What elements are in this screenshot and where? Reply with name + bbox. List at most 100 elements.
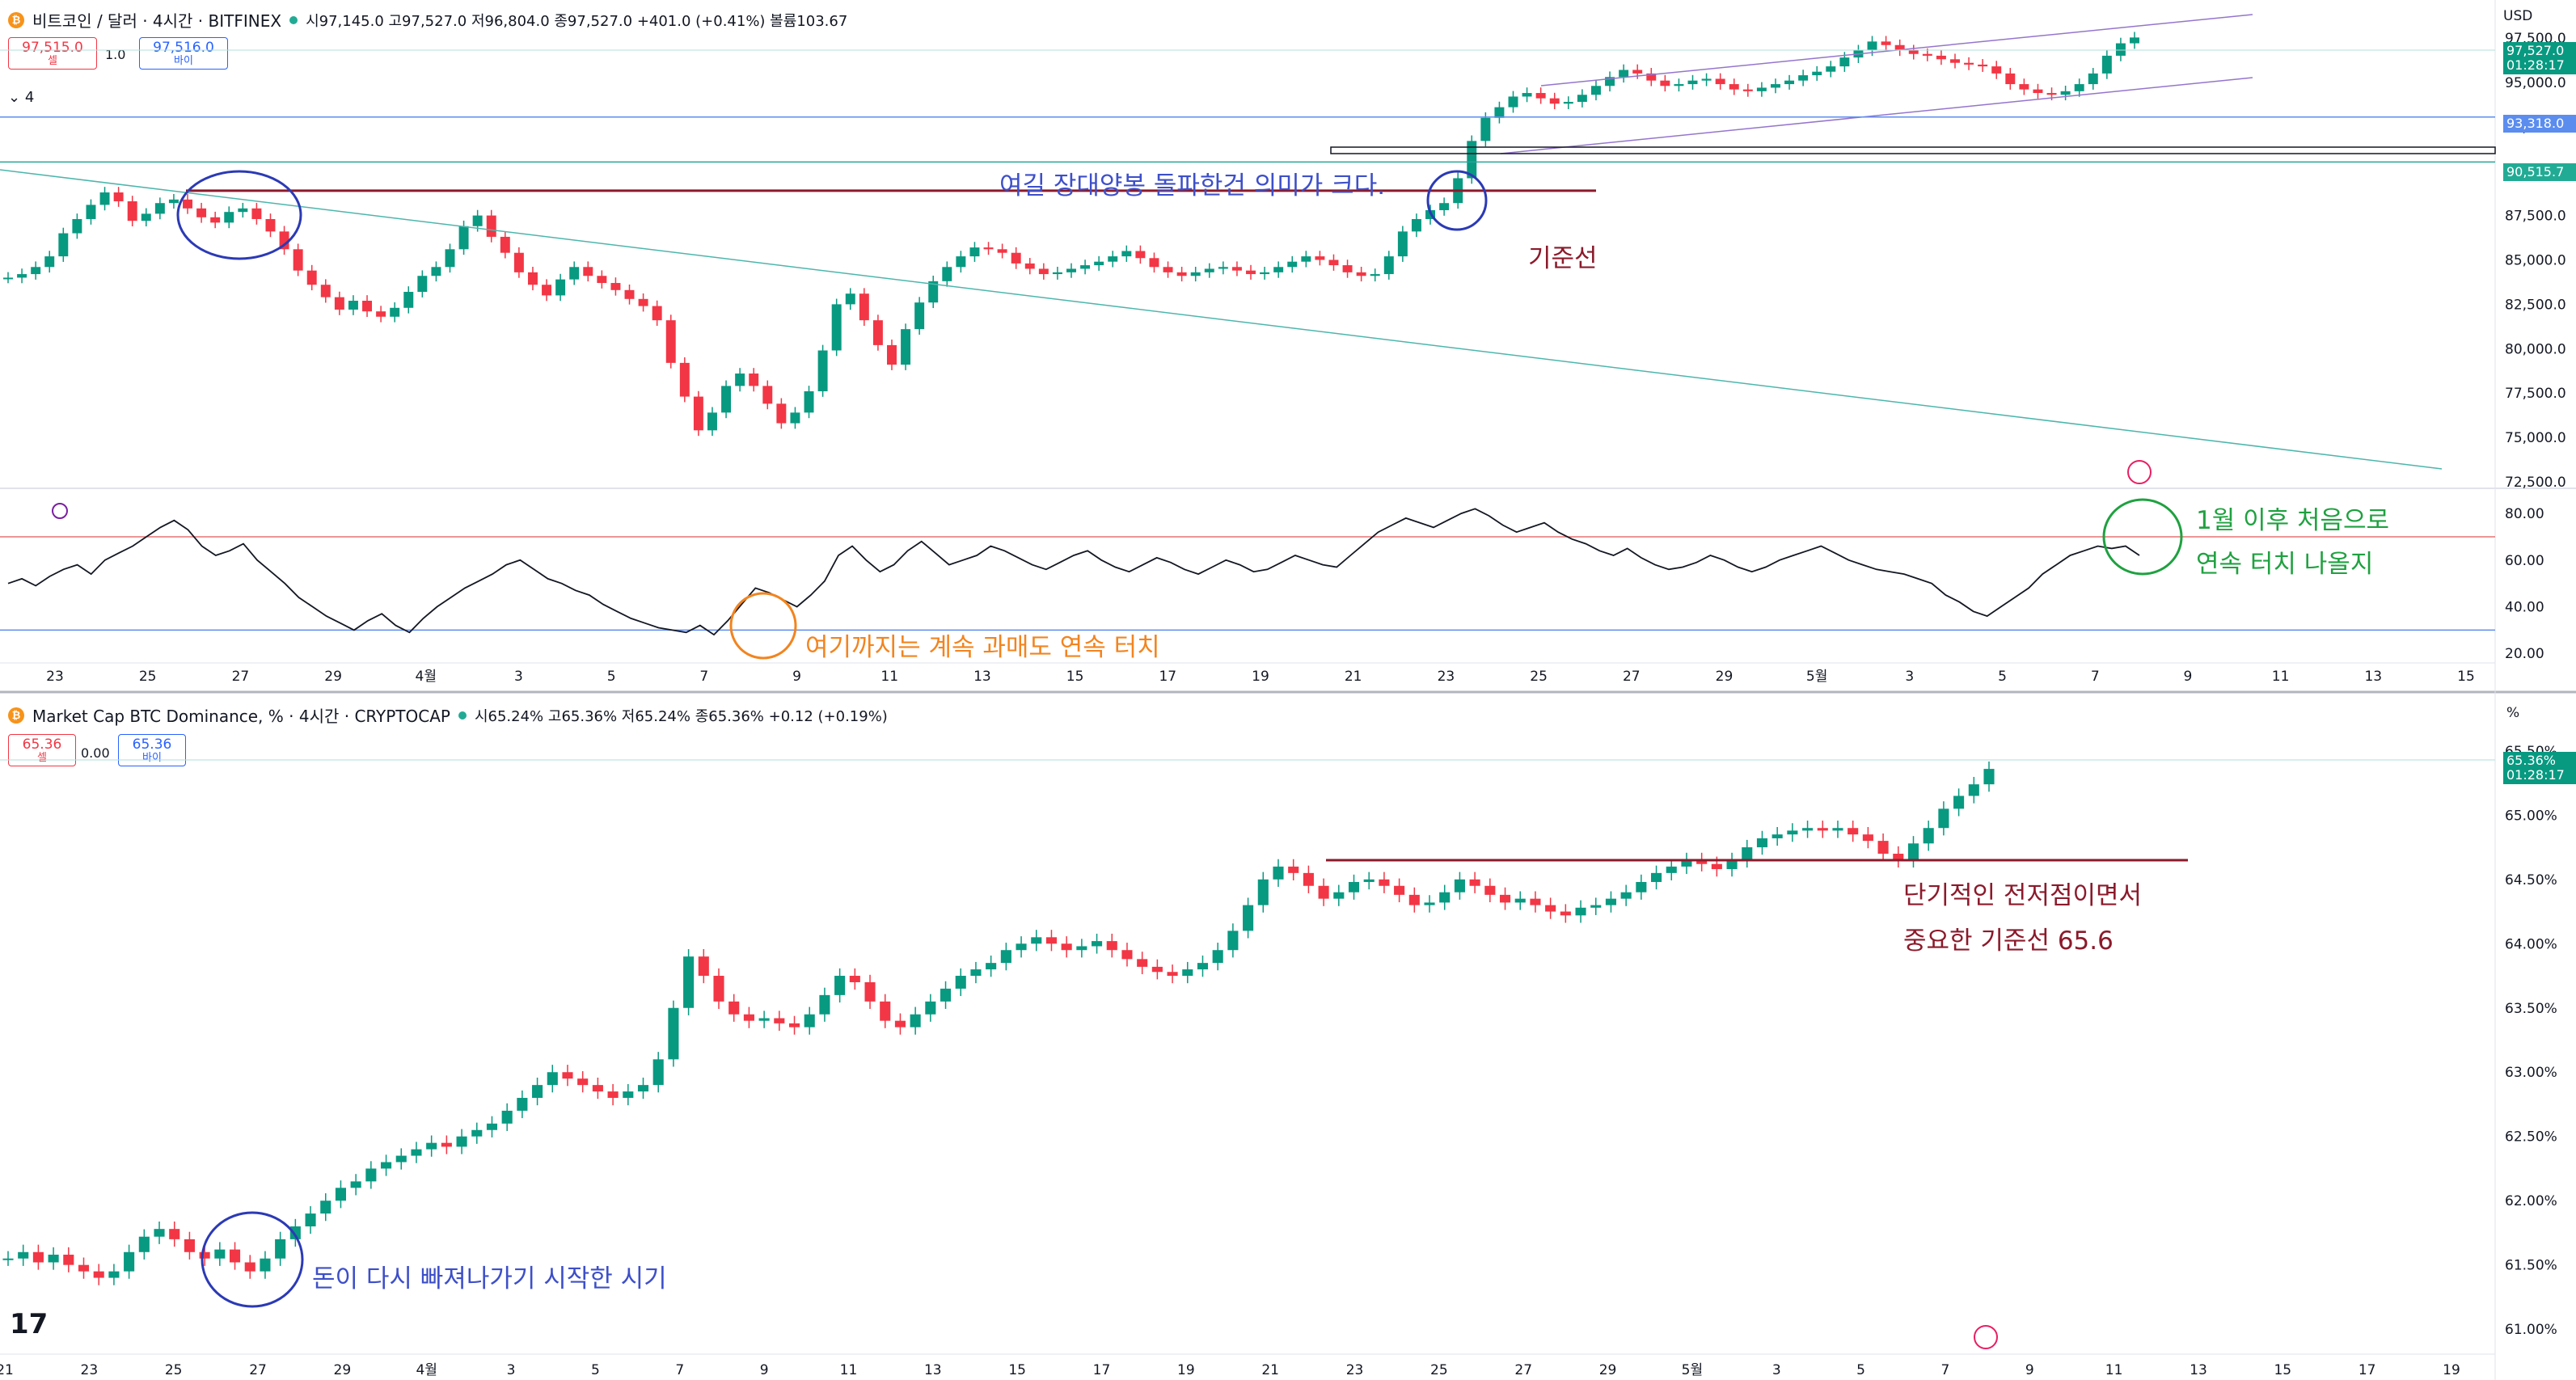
descending-trendline [0,169,2443,470]
dom-candle [1379,879,1390,886]
top-chart-title[interactable]: 비트코인 / 달러 · 4시간 · BITFINEX [32,11,282,31]
btc-price-axis-tick: 75,000.0 [2505,430,2566,446]
dom-candle [305,1213,316,1226]
btc-candle [113,192,124,202]
btc-candle [1784,80,1795,85]
btc-candle [1204,268,1214,272]
btc-candle [665,320,676,363]
top-time-axis-tick: 13 [2364,669,2382,685]
btc-candle [2115,43,2126,56]
currency-label[interactable]: USD [2503,8,2533,24]
btc-candle [417,276,428,293]
btc-candle [1508,96,1518,108]
top-sell-button[interactable]: 97,515.0 셀 [8,37,97,70]
dom-candle [1031,937,1042,944]
top-time-axis-tick: 5 [607,669,616,685]
btc-candle [1231,267,1242,271]
dom-candle [1212,950,1223,964]
dom-candle [1469,879,1480,886]
btc-candle [1563,102,1573,104]
top-buy-button[interactable]: 97,516.0 바이 [139,37,228,70]
btc-candle [762,386,773,404]
btc-candle [17,274,27,278]
dom-candle [562,1072,573,1079]
rsi-note-1: 1월 이후 처음으로 [2196,506,2390,535]
btc-candle [2046,93,2057,95]
dom-candle [1530,898,1541,905]
dom-candle [124,1251,135,1272]
dom-candle [864,981,876,1002]
btc-candle [1742,89,1753,91]
btc-candle [1715,78,1725,85]
btc-candle [1674,84,1684,87]
btc-candle [983,247,994,250]
bottom-time-axis-tick: 15 [1008,1362,1026,1378]
btc-candle [859,293,869,321]
btc-candle [1370,274,1380,276]
btc-candle [1163,267,1173,272]
dom-axis-tick: 63.00% [2505,1065,2557,1081]
btc-candle [1494,107,1505,118]
dom-candle [1394,885,1405,895]
btc-candle [431,267,441,276]
bottom-buy-button[interactable]: 65.36 바이 [118,734,186,766]
dom-candle [93,1271,104,1278]
dom-candle [456,1136,467,1147]
dom-candle [970,969,982,977]
dom-candle [1499,894,1511,903]
btc-candle [1812,71,1822,76]
btc-candle [293,249,303,271]
dom-axis-tick: 64.00% [2505,936,2557,952]
dom-candle [698,956,709,977]
dom-candle [1182,969,1193,977]
btc-candle [31,267,41,275]
btc-candle [887,344,897,365]
btc-candle [445,249,455,268]
rsi-note-2: 연속 터치 나올지 [2196,550,2374,579]
btc-candle [390,307,400,317]
bottom-time-axis-tick: 23 [1346,1362,1364,1378]
last-price-tag-countdown: 01:28:17 [2506,57,2565,73]
bottom-chart-title[interactable]: Market Cap BTC Dominance, % · 4시간 · CRYP… [32,707,450,726]
bottom-sell-label: 셀 [37,752,47,764]
btc-candle [1176,272,1187,276]
dom-candle [32,1251,44,1263]
btc-candle [1411,218,1421,232]
dom-axis-tick: 61.00% [2505,1322,2557,1338]
bottom-time-axis-tick: 19 [1177,1362,1195,1378]
bottom-time-axis-tick: 3 [507,1362,516,1378]
dom-candle [910,1014,921,1028]
dom-candle [532,1085,543,1099]
btc-candle [196,208,207,217]
btc-candle [1867,41,1877,51]
btc-candle [58,233,69,257]
bottom-time-axis-tick: 29 [1599,1362,1617,1378]
bottom-sell-button[interactable]: 65.36 셀 [8,734,76,766]
bottom-time-axis-tick: 5 [591,1362,600,1378]
dom-candle [471,1129,483,1137]
rsi-axis-tick: 60.00 [2505,553,2544,569]
dom-candle [108,1271,120,1278]
dom-candle [1590,905,1602,908]
bottom-time-axis-tick: 27 [1514,1362,1532,1378]
bottom-time-axis-tick: 29 [334,1362,352,1378]
dom-candle [426,1142,437,1150]
btc-candle [1522,93,1532,97]
top-time-axis-tick: 7 [699,669,708,685]
dom-candle [486,1123,498,1130]
rsi-axis-tick: 40.00 [2505,600,2544,616]
btc-candle [776,403,787,424]
btc-candle [1936,55,1946,60]
btc-price-axis-tick: 80,000.0 [2505,341,2566,357]
btc-candle [1798,75,1809,81]
dom-candle [1424,902,1435,905]
btc-price-axis-tick: 77,500.0 [2505,386,2566,402]
btc-candle [2101,55,2112,74]
btc-candle [1080,265,1091,269]
btc-candle [472,215,483,226]
btc-candle [1149,258,1159,268]
top-circle-breakout [1426,170,1488,231]
btc-candle [679,362,690,397]
indicator-toggle[interactable]: ⌄ 4 [8,89,34,106]
